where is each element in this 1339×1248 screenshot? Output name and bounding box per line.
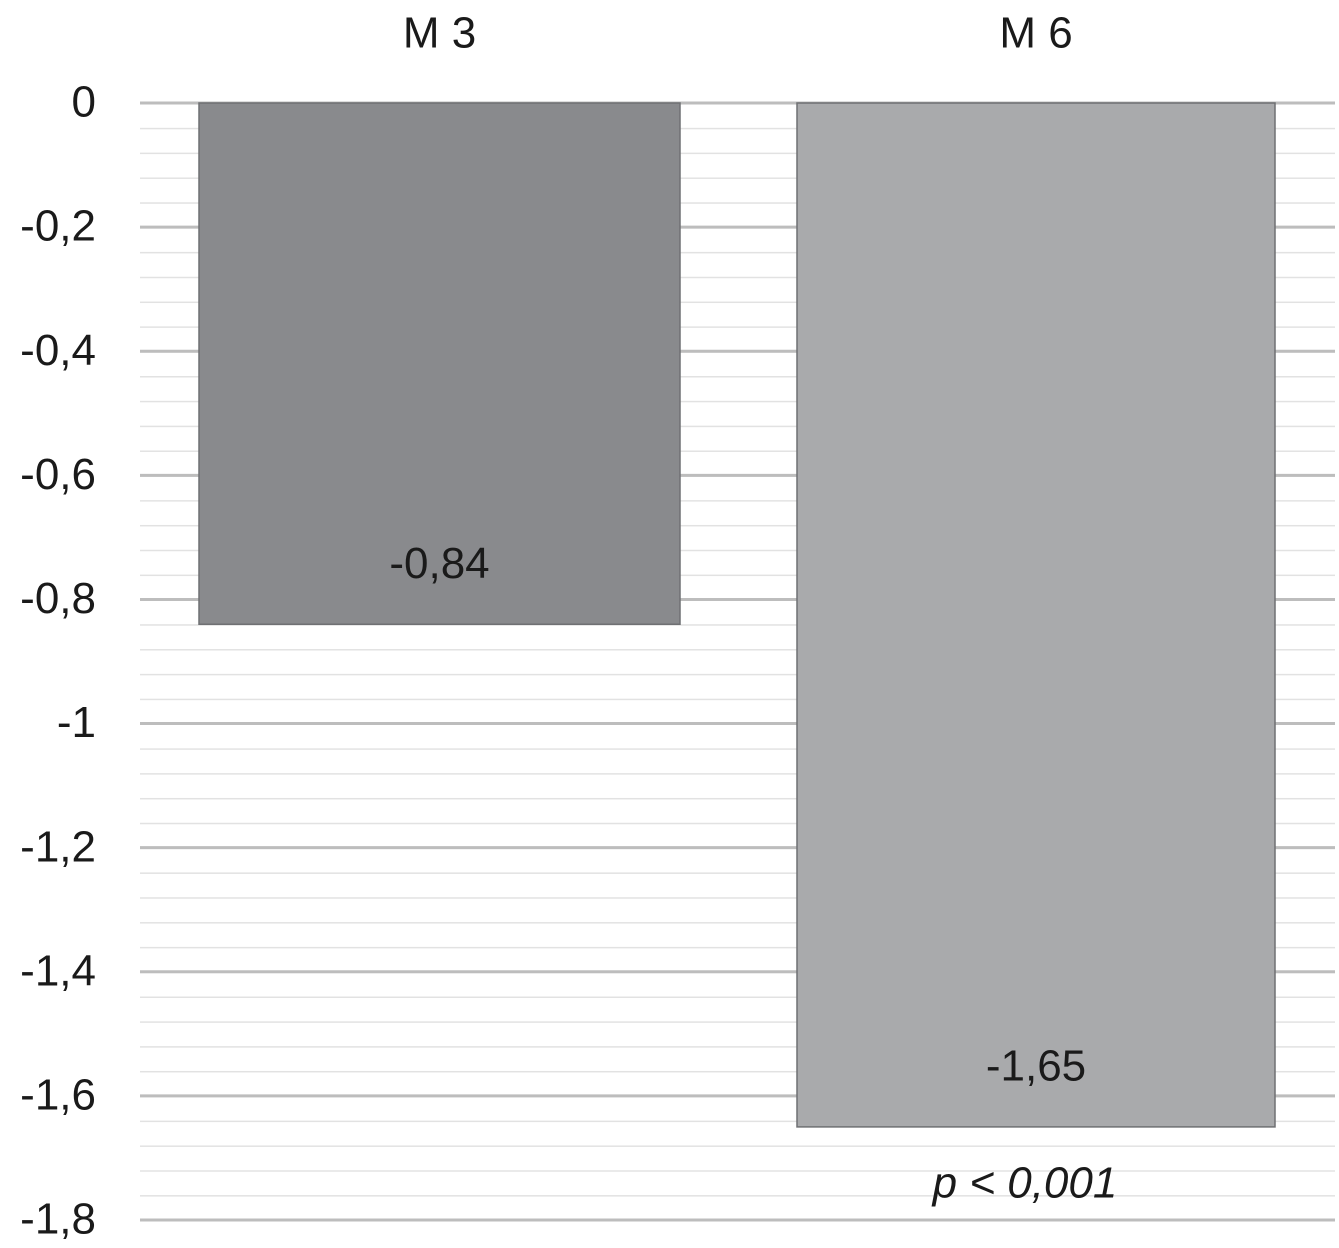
value-label: -0,84 [389,539,489,588]
y-tick-label: -1,4 [20,946,96,995]
y-tick-label: -0,2 [20,202,96,251]
bar [198,102,681,626]
y-tick-label: -0,8 [20,574,96,623]
y-tick-label: -1 [57,698,96,747]
y-tick-label: -1,2 [20,822,96,871]
y-tick-label: 0 [72,78,96,127]
value-label: -1,65 [986,1042,1086,1091]
y-tick-label: -1,6 [20,1071,96,1120]
bar [796,102,1276,1128]
x-tick-label: M 3 [403,9,476,58]
y-tick-label: -0,6 [20,450,96,499]
y-tick-label: -0,4 [20,326,96,375]
x-tick-label: M 6 [999,9,1072,58]
annotation: p < 0,001 [931,1159,1118,1208]
y-tick-label: -1,8 [20,1195,96,1244]
